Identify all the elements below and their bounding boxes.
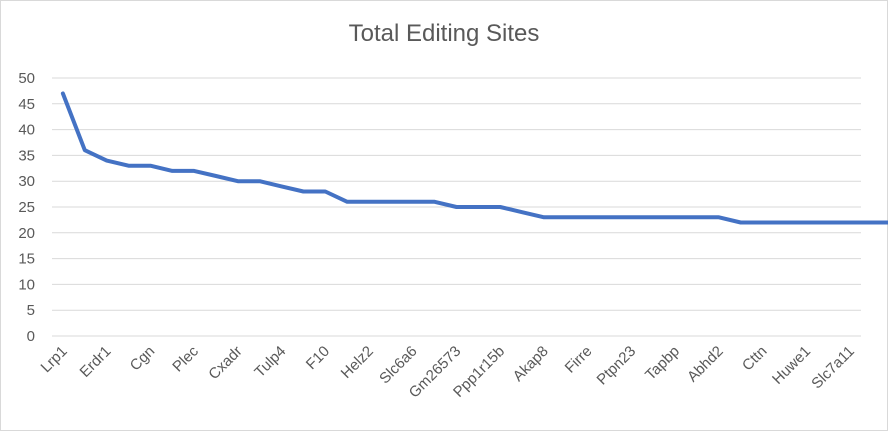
x-tick-label: Plec <box>169 342 202 375</box>
y-tick-label: 45 <box>18 96 35 113</box>
y-tick-label: 0 <box>27 328 35 345</box>
x-tick-label: Slc7a11 <box>808 343 858 393</box>
x-tick-label: F10 <box>303 343 333 373</box>
x-tick-label: Tapbp <box>642 343 683 384</box>
x-tick-label: Erdr1 <box>77 343 115 381</box>
x-tick-label: Cxadr <box>205 343 245 383</box>
y-tick-label: 25 <box>18 199 35 216</box>
x-tick-label: Firre <box>562 343 596 377</box>
y-tick-label: 10 <box>18 276 35 293</box>
y-tick-label: 50 <box>18 70 35 87</box>
y-tick-label: 30 <box>18 173 35 190</box>
y-tick-label: 5 <box>27 302 35 319</box>
x-tick-label: Abhd2 <box>684 343 727 386</box>
y-tick-label: 40 <box>18 122 35 139</box>
y-tick-label: 35 <box>18 147 35 164</box>
x-tick-label: Akap8 <box>510 343 552 385</box>
x-tick-label: Cgn <box>127 343 158 374</box>
y-tick-label: 20 <box>18 225 35 242</box>
series-line <box>60 91 888 225</box>
x-tick-label: Ptpn23 <box>594 343 640 389</box>
x-tick-label: Lrp1 <box>38 343 71 376</box>
chart-title: Total Editing Sites <box>348 20 540 47</box>
x-tick-label: Huwe1 <box>769 343 814 388</box>
x-tick-label: Tulp4 <box>251 343 289 381</box>
y-tick-label: 15 <box>18 251 35 268</box>
x-tick-label: Helz2 <box>338 343 377 382</box>
x-tick-label: Cttn <box>739 343 770 374</box>
